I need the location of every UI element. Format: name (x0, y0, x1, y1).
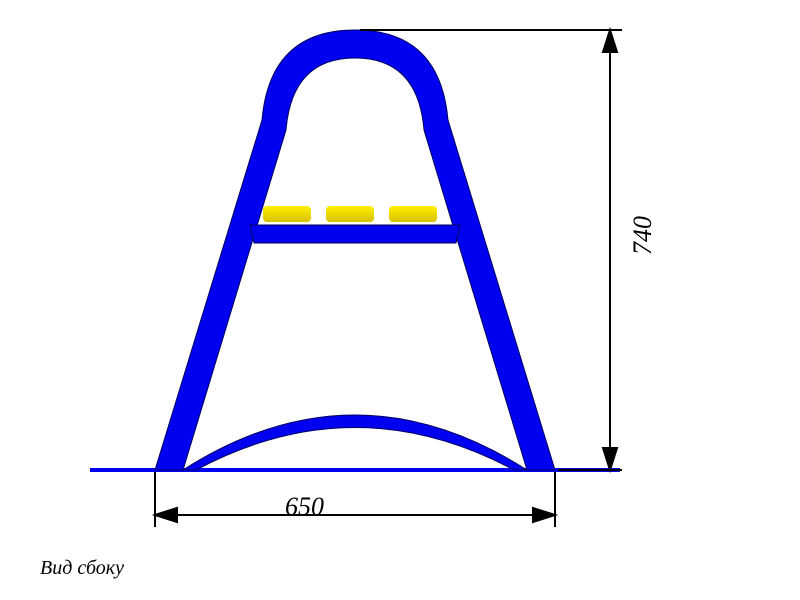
caption-label: Вид сбоку (40, 557, 124, 580)
bottom-arc (183, 415, 527, 470)
width-dimension (155, 472, 555, 527)
slat-3 (389, 206, 437, 222)
frame-outer (155, 30, 555, 470)
height-dimension (360, 30, 622, 470)
width-dimension-label: 650 (285, 492, 324, 522)
slat-1 (263, 206, 311, 222)
height-dimension-label: 740 (628, 216, 658, 255)
slat-2 (326, 206, 374, 222)
crossbar (250, 225, 460, 243)
technical-drawing (0, 0, 800, 600)
